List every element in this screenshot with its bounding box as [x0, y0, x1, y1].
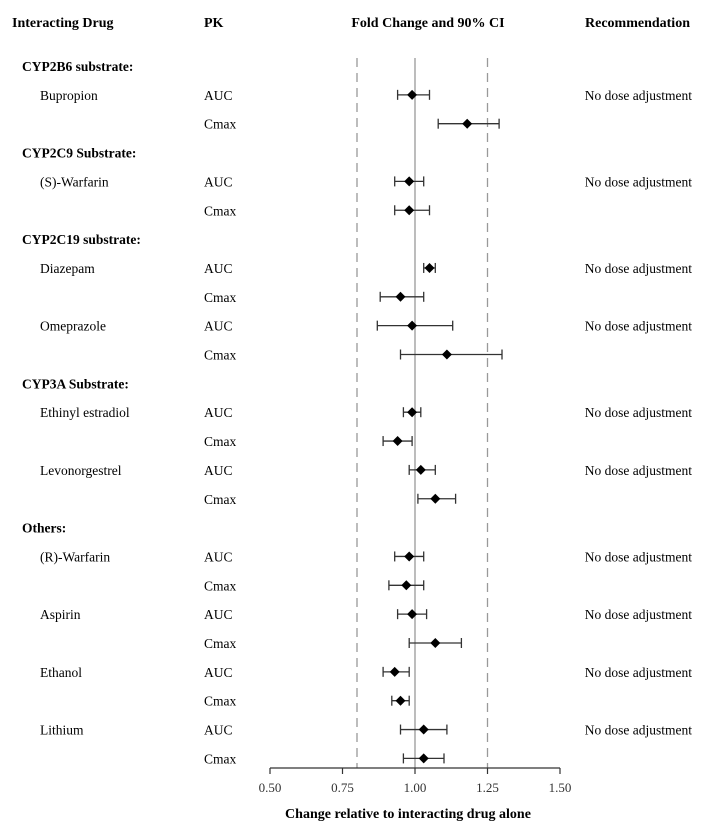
pk-label: AUC [204, 723, 233, 738]
pk-label: Cmax [204, 492, 236, 507]
pk-label: AUC [204, 607, 233, 622]
pk-label: AUC [204, 405, 233, 420]
pk-label: Cmax [204, 117, 236, 132]
recommendation-label: No dose adjustment [585, 549, 692, 564]
recommendation-label: No dose adjustment [585, 405, 692, 420]
x-axis-label: Change relative to interacting drug alon… [285, 807, 531, 822]
pk-label: Cmax [204, 203, 236, 218]
point-estimate [404, 205, 415, 216]
point-estimate [392, 436, 403, 447]
pk-label: Cmax [204, 290, 236, 305]
point-estimate [462, 118, 473, 129]
pk-label: AUC [204, 463, 233, 478]
recommendation-label: No dose adjustment [585, 463, 692, 478]
point-estimate [415, 464, 426, 475]
group-label: CYP2C19 substrate: [22, 232, 141, 247]
pk-label: AUC [204, 88, 233, 103]
pk-label: Cmax [204, 348, 236, 363]
pk-label: AUC [204, 261, 233, 276]
header-recommendation: Recommendation [585, 16, 690, 31]
point-estimate [401, 580, 412, 591]
point-estimate [407, 89, 418, 100]
drug-label: Omeprazole [40, 319, 106, 334]
group-label: CYP2C9 Substrate: [22, 146, 136, 161]
pk-label: Cmax [204, 694, 236, 709]
recommendation-label: No dose adjustment [585, 723, 692, 738]
drug-label: (S)-Warfarin [40, 174, 109, 189]
pk-label: AUC [204, 319, 233, 334]
pk-label: AUC [204, 174, 233, 189]
recommendation-label: No dose adjustment [585, 261, 692, 276]
drug-label: (R)-Warfarin [40, 549, 110, 564]
recommendation-label: No dose adjustment [585, 319, 692, 334]
point-estimate [430, 493, 441, 504]
x-tick-label: 1.25 [476, 780, 499, 795]
point-estimate [418, 724, 429, 735]
header-pk: PK [204, 16, 224, 31]
drug-label: Levonorgestrel [40, 463, 122, 478]
pk-label: Cmax [204, 751, 236, 766]
pk-label: AUC [204, 549, 233, 564]
header-interacting-drug: Interacting Drug [12, 16, 114, 31]
point-estimate [418, 753, 429, 764]
point-estimate [407, 320, 418, 331]
point-estimate [395, 291, 406, 302]
x-tick-label: 0.50 [259, 780, 282, 795]
x-tick-label: 0.75 [331, 780, 354, 795]
group-label: CYP2B6 substrate: [22, 59, 133, 74]
drug-label: Bupropion [40, 88, 98, 103]
drug-label: Ethanol [40, 665, 82, 680]
group-label: Others: [22, 521, 66, 536]
recommendation-label: No dose adjustment [585, 665, 692, 680]
point-estimate [424, 262, 435, 273]
point-estimate [389, 666, 400, 677]
pk-label: Cmax [204, 434, 236, 449]
point-estimate [407, 407, 418, 418]
x-tick-label: 1.00 [404, 780, 427, 795]
drug-label: Aspirin [40, 607, 81, 622]
pk-label: AUC [204, 665, 233, 680]
x-tick-label: 1.50 [549, 780, 572, 795]
recommendation-label: No dose adjustment [585, 607, 692, 622]
pk-label: Cmax [204, 578, 236, 593]
point-estimate [404, 551, 415, 562]
header-fold-change: Fold Change and 90% CI [351, 16, 504, 31]
group-label: CYP3A Substrate: [22, 376, 129, 391]
point-estimate [395, 695, 406, 706]
drug-label: Lithium [40, 723, 84, 738]
pk-label: Cmax [204, 636, 236, 651]
recommendation-label: No dose adjustment [585, 88, 692, 103]
recommendation-label: No dose adjustment [585, 174, 692, 189]
point-estimate [407, 609, 418, 620]
drug-label: Diazepam [40, 261, 95, 276]
drug-label: Ethinyl estradiol [40, 405, 130, 420]
point-estimate [430, 638, 441, 648]
point-estimate [404, 176, 415, 187]
point-estimate [441, 349, 452, 360]
